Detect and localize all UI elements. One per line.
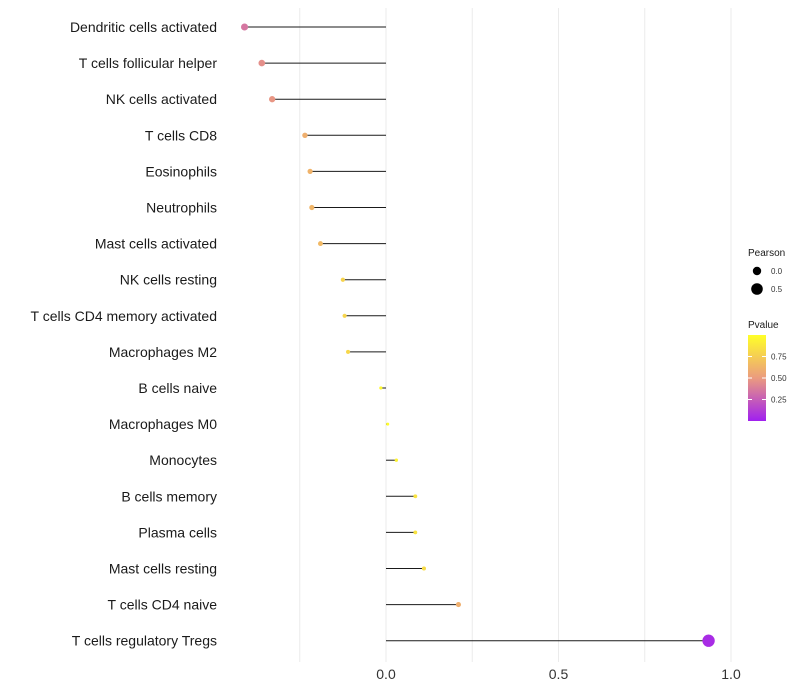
point-17 (702, 634, 715, 647)
point-4 (307, 168, 313, 174)
category-label-13: B cells memory (121, 488, 217, 504)
category-label-1: T cells follicular helper (79, 55, 218, 71)
legend-colorbar (748, 335, 766, 421)
category-label-7: NK cells resting (120, 272, 217, 288)
legend-size-dot-1 (751, 283, 763, 295)
category-label-4: Eosinophils (145, 163, 217, 179)
stems (244, 26, 709, 642)
category-label-2: NK cells activated (106, 91, 217, 107)
point-5 (309, 204, 315, 211)
category-label-9: Macrophages M2 (109, 344, 217, 360)
legend: Pearson 0.0 0.5 Pvalue 0.75 0.50 0.25 (748, 248, 787, 421)
point-12 (394, 458, 398, 462)
point-10 (379, 386, 383, 390)
category-label-16: T cells CD4 naive (108, 597, 218, 613)
category-label-0: Dendritic cells activated (70, 19, 217, 35)
point-6 (318, 241, 323, 247)
x-tick-label-2: 1.0 (721, 666, 741, 682)
colorbar-label-2: 0.25 (771, 396, 787, 405)
point-0 (241, 23, 249, 31)
colorbar-label-0: 0.75 (771, 353, 787, 362)
category-label-3: T cells CD8 (145, 127, 217, 143)
colorbar-label-1: 0.50 (771, 374, 787, 383)
x-tick-label-0: 0.0 (376, 666, 396, 682)
category-label-5: Neutrophils (146, 200, 217, 216)
legend-size-title: Pearson (748, 248, 785, 259)
point-2 (269, 96, 276, 103)
x-tick-label-1: 0.5 (549, 666, 569, 682)
point-16 (455, 602, 462, 608)
point-15 (421, 566, 427, 571)
point-1 (258, 59, 266, 67)
category-label-15: Mast cells resting (109, 561, 217, 577)
legend-size-dot-0 (752, 266, 762, 276)
point-3 (302, 132, 308, 138)
point-8 (342, 313, 347, 318)
category-label-17: T cells regulatory Tregs (72, 633, 217, 649)
category-label-10: B cells naive (138, 380, 217, 396)
category-label-11: Macrophages M0 (109, 416, 217, 432)
grid-lines (299, 8, 732, 662)
point-9 (346, 349, 351, 354)
point-7 (340, 277, 345, 282)
category-label-14: Plasma cells (138, 524, 217, 540)
points (241, 23, 715, 647)
category-label-8: T cells CD4 memory activated (31, 308, 217, 324)
legend-color-ticks: 0.75 0.50 0.25 (748, 353, 787, 405)
point-11 (386, 422, 390, 426)
legend-size-label-0: 0.0 (771, 267, 783, 276)
point-13 (413, 494, 418, 499)
legend-color-title: Pvalue (748, 320, 779, 331)
point-14 (413, 530, 418, 535)
legend-size-label-1: 0.5 (771, 285, 783, 294)
category-labels: Dendritic cells activated T cells follicu… (31, 19, 218, 649)
category-label-12: Monocytes (149, 452, 217, 468)
x-axis-ticks: 0.0 0.5 1.0 (376, 666, 741, 682)
category-label-6: Mast cells activated (95, 236, 217, 252)
